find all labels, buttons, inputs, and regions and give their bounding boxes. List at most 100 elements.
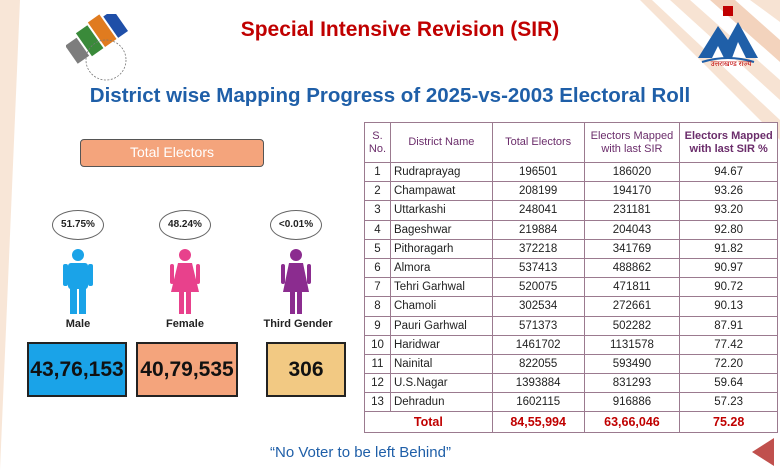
- cell-electors-mapped: 831293: [583, 373, 681, 394]
- cell-sno: 12: [364, 373, 391, 394]
- cell-electors-mapped: 916886: [583, 392, 681, 413]
- cell-total-electors: 1393884: [491, 373, 585, 394]
- table-row: 12 U.S.Nagar 1393884 831293 59.64: [364, 373, 778, 394]
- cell-mapped-percent: 90.13: [679, 296, 778, 317]
- table-row: 13 Dehradun 1602115 916886 57.23: [364, 392, 778, 413]
- cell-district: Chamoli: [389, 296, 493, 317]
- table-row: 10 Haridwar 1461702 1131578 77.42: [364, 334, 778, 355]
- cell-district: Tehri Garhwal: [389, 277, 493, 298]
- male-label: Male: [65, 318, 91, 330]
- cell-district: Bageshwar: [389, 219, 493, 240]
- cell-electors-mapped: 593490: [583, 353, 681, 375]
- cell-total-electors: 372218: [491, 238, 585, 259]
- cell-total-electors: 1602115: [491, 392, 585, 413]
- page-title: Special Intensive Revision (SIR): [240, 18, 560, 41]
- cell-total-electors: 571373: [491, 315, 585, 336]
- table-row: 1 Rudraprayag 196501 186020 94.67: [364, 161, 778, 183]
- footer-tagline: “No Voter to be left Behind”: [270, 444, 451, 461]
- cell-total-electors: 302534: [491, 296, 585, 317]
- male-percent-bubble: 51.75%: [52, 210, 104, 240]
- decorative-corner-left: [0, 0, 20, 470]
- total-electors-label: Total Electors: [80, 139, 264, 167]
- cell-total-electors: 537413: [491, 257, 585, 279]
- cell-sno: 9: [364, 315, 391, 336]
- header-sno: S. No.: [364, 122, 391, 163]
- cell-mapped-percent: 72.20: [679, 353, 778, 375]
- cell-district: Rudraprayag: [389, 161, 493, 183]
- cell-district: Pauri Garhwal: [389, 315, 493, 336]
- cell-electors-mapped: 231181: [583, 200, 681, 221]
- total-mapped-value: 63,66,046: [583, 411, 681, 434]
- cell-sno: 8: [364, 296, 391, 317]
- district-mapping-table: S. No. District Name Total Electors Elec…: [364, 122, 778, 434]
- cell-district: Almora: [389, 257, 493, 279]
- cell-mapped-percent: 93.26: [679, 181, 778, 202]
- cell-total-electors: 1461702: [491, 334, 585, 355]
- female-label: Female: [166, 318, 204, 330]
- uttarakhand-seal-text: उत्तराखण्ड राज्य: [710, 61, 752, 68]
- cell-mapped-percent: 93.20: [679, 200, 778, 221]
- cell-sno: 10: [364, 334, 391, 355]
- cell-district: Dehradun: [389, 392, 493, 413]
- cell-sno: 11: [364, 353, 391, 375]
- cell-total-electors: 248041: [491, 200, 585, 221]
- table-row: 6 Almora 537413 488862 90.97: [364, 257, 778, 279]
- cell-electors-mapped: 502282: [583, 315, 681, 336]
- cell-electors-mapped: 341769: [583, 238, 681, 259]
- table-row: 4 Bageshwar 219884 204043 92.80: [364, 219, 778, 240]
- third-gender-label: Third Gender: [263, 318, 333, 330]
- table-total-row: Total 84,55,994 63,66,046 75.28: [364, 411, 778, 434]
- header-total-electors: Total Electors: [491, 122, 585, 163]
- cell-mapped-percent: 59.64: [679, 373, 778, 394]
- cell-electors-mapped: 204043: [583, 219, 681, 240]
- table-row: 11 Nainital 822055 593490 72.20: [364, 353, 778, 375]
- table-row: 7 Tehri Garhwal 520075 471811 90.72: [364, 277, 778, 298]
- cell-electors-mapped: 471811: [583, 277, 681, 298]
- table-row: 2 Champawat 208199 194170 93.26: [364, 181, 778, 202]
- third-gender-percent-bubble: <0.01%: [270, 210, 322, 240]
- cell-total-electors: 520075: [491, 277, 585, 298]
- cell-sno: 7: [364, 277, 391, 298]
- cell-electors-mapped: 488862: [583, 257, 681, 279]
- page-subtitle: District wise Mapping Progress of 2025-v…: [89, 84, 691, 107]
- cell-sno: 2: [364, 181, 391, 202]
- uttarakhand-seal: [698, 6, 758, 63]
- cell-electors-mapped: 1131578: [583, 334, 681, 355]
- male-count-box: 43,76,153: [27, 342, 127, 397]
- female-count-box: 40,79,535: [136, 342, 238, 397]
- cell-mapped-percent: 87.91: [679, 315, 778, 336]
- cell-total-electors: 196501: [491, 161, 585, 183]
- female-percent-bubble: 48.24%: [159, 210, 211, 240]
- total-percent-value: 75.28: [679, 411, 778, 434]
- cell-total-electors: 822055: [491, 353, 585, 375]
- table-header-row: S. No. District Name Total Electors Elec…: [364, 122, 778, 163]
- cell-electors-mapped: 194170: [583, 181, 681, 202]
- header-electors-mapped: Electors Mapped with last SIR: [583, 122, 681, 163]
- cell-sno: 1: [364, 161, 391, 183]
- cell-sno: 6: [364, 257, 391, 279]
- header-district: District Name: [389, 122, 493, 163]
- cell-total-electors: 219884: [491, 219, 585, 240]
- cell-sno: 13: [364, 392, 391, 413]
- decorative-arrow-icon: [752, 438, 774, 466]
- cell-mapped-percent: 91.82: [679, 238, 778, 259]
- table-row: 8 Chamoli 302534 272661 90.13: [364, 296, 778, 317]
- female-person-icon: [170, 249, 200, 314]
- total-electors-value: 84,55,994: [491, 411, 585, 434]
- table-row: 9 Pauri Garhwal 571373 502282 87.91: [364, 315, 778, 336]
- cell-sno: 4: [364, 219, 391, 240]
- cell-district: Haridwar: [389, 334, 493, 355]
- cell-mapped-percent: 90.72: [679, 277, 778, 298]
- cell-mapped-percent: 94.67: [679, 161, 778, 183]
- cell-district: U.S.Nagar: [389, 373, 493, 394]
- cell-district: Pithoragarh: [389, 238, 493, 259]
- male-person-icon: [63, 249, 93, 314]
- cell-total-electors: 208199: [491, 181, 585, 202]
- table-row: 3 Uttarkashi 248041 231181 93.20: [364, 200, 778, 221]
- cell-mapped-percent: 90.97: [679, 257, 778, 279]
- cell-district: Nainital: [389, 353, 493, 375]
- cell-electors-mapped: 272661: [583, 296, 681, 317]
- cell-district: Champawat: [389, 181, 493, 202]
- header-mapped-percent: Electors Mapped with last SIR %: [679, 122, 778, 163]
- cell-mapped-percent: 57.23: [679, 392, 778, 413]
